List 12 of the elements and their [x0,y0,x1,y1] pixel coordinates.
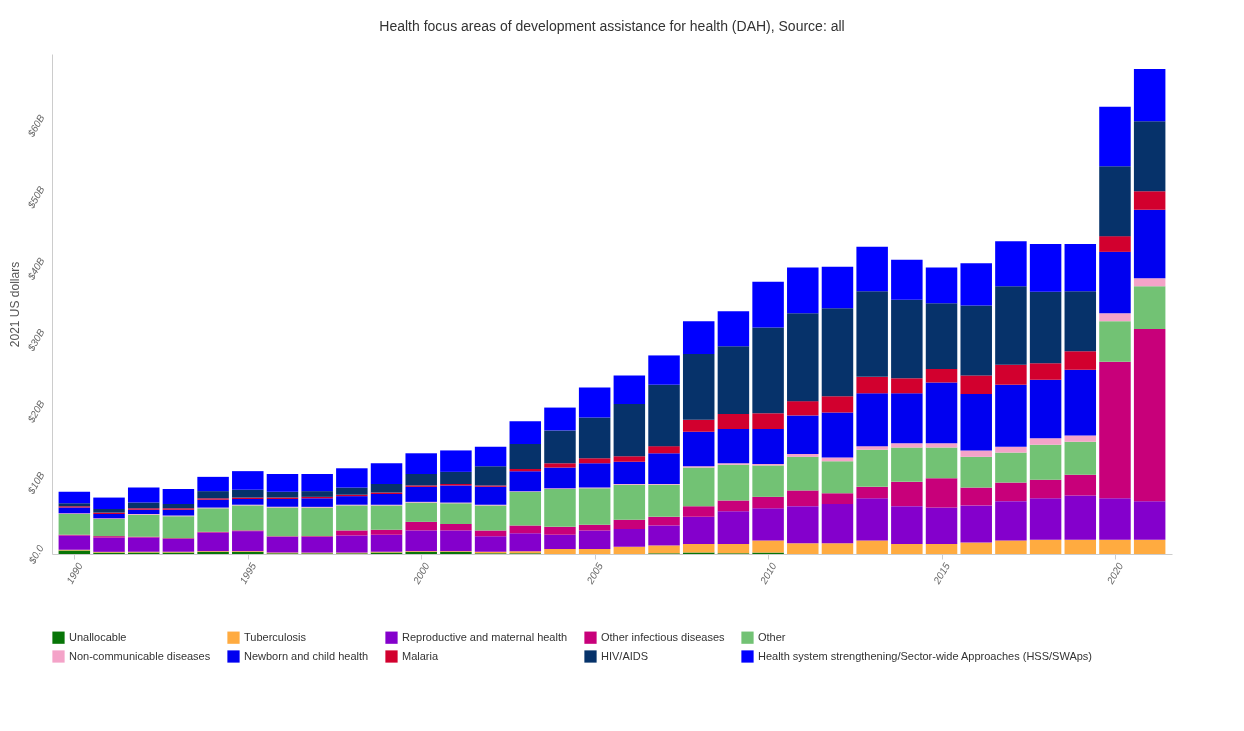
legend-label: Unallocable [69,630,127,643]
legend-label: Other infectious diseases [601,630,726,643]
legend-label: Newborn and child health [244,649,369,662]
chart-title: Health focus areas of development assistance for health (DAH), Source: all [379,18,845,34]
legend-label: Other [758,630,786,643]
y-axis-title: 2021 US dollars [8,261,23,348]
legend-label: Reproductive and maternal health [402,630,568,643]
legend-label: Tuberculosis [244,630,307,643]
legend-label: Non-communicable diseases [69,649,211,662]
legend-label: HIV/AIDS [601,649,649,662]
legend-label: Health system strengthening/Sector-wide Approaches (HSS/SWAps) [758,649,1093,662]
legend-label: Malaria [402,649,439,662]
